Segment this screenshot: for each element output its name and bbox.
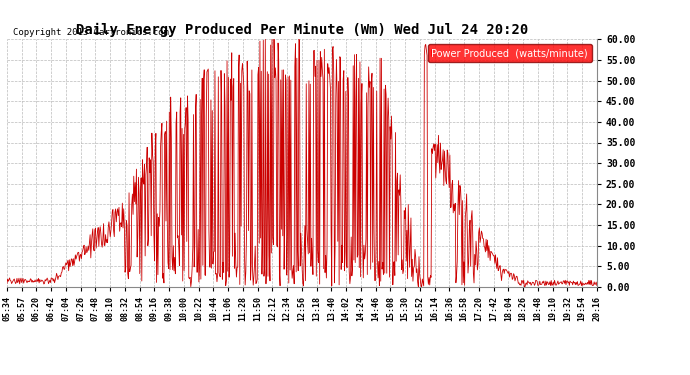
Title: Daily Energy Produced Per Minute (Wm) Wed Jul 24 20:20: Daily Energy Produced Per Minute (Wm) We… bbox=[76, 22, 528, 37]
Legend: Power Produced  (watts/minute): Power Produced (watts/minute) bbox=[428, 44, 592, 62]
Text: Copyright 2013 Cartronics.com: Copyright 2013 Cartronics.com bbox=[13, 28, 168, 37]
